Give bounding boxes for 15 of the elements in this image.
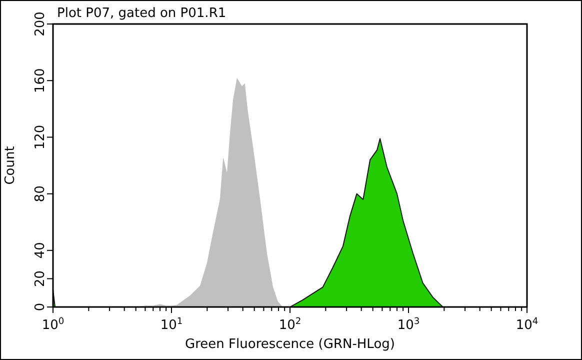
- x-axis-title: Green Fluorescence (GRN-HLog): [185, 337, 395, 352]
- y-tick-label: 160: [33, 68, 48, 94]
- y-tick-label: 40: [33, 242, 48, 259]
- y-tick-label: 20: [33, 270, 48, 287]
- y-tick-label: 120: [33, 124, 48, 150]
- y-tick-label: 80: [33, 186, 48, 202]
- x-tick-label: 10$^{2}$: [278, 317, 302, 333]
- chart-title: Plot P07, gated on P01.R1: [57, 6, 226, 21]
- y-axis-title: Count: [3, 146, 18, 185]
- y-tick-label: 0: [33, 302, 48, 312]
- x-tick-label: 10$^{4}$: [516, 317, 538, 333]
- y-tick-label: 200: [33, 12, 48, 36]
- x-tick-label: 10$^{0}$: [42, 317, 64, 333]
- x-tick-label: 10$^{3}$: [397, 317, 420, 333]
- x-tick-label: 10$^{1}$: [160, 317, 183, 333]
